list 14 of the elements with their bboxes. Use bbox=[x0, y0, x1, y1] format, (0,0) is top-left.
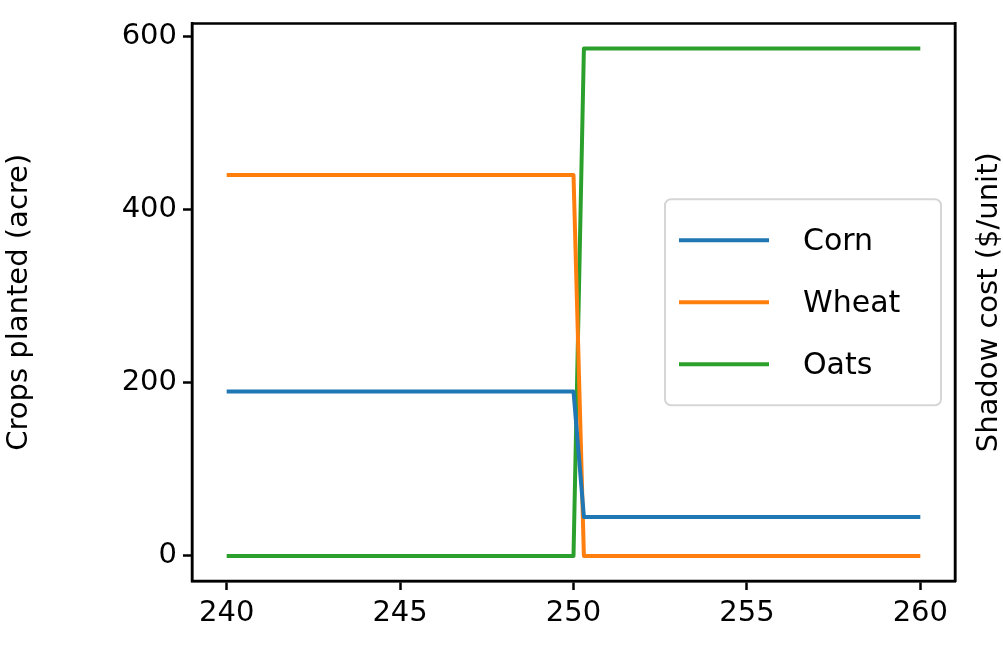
x-tick-label: 255 bbox=[719, 593, 775, 628]
x-tick-label: 245 bbox=[372, 593, 428, 628]
x-tick-label: 250 bbox=[545, 593, 602, 628]
legend-label: Corn bbox=[803, 222, 874, 257]
y2-axis-title: Shadow cost ($/unit) bbox=[969, 152, 1003, 453]
y-tick-label: 400 bbox=[121, 190, 177, 225]
legend-label: Wheat bbox=[803, 284, 901, 319]
y-tick-label: 200 bbox=[121, 363, 177, 398]
y-tick-label: 0 bbox=[158, 536, 177, 571]
x-tick-label: 260 bbox=[892, 593, 948, 628]
legend-label: Oats bbox=[803, 346, 873, 381]
x-tick-label: 240 bbox=[199, 593, 255, 628]
y-tick-label: 600 bbox=[121, 16, 177, 51]
y-axis-title: Crops planted (acre) bbox=[0, 153, 34, 451]
